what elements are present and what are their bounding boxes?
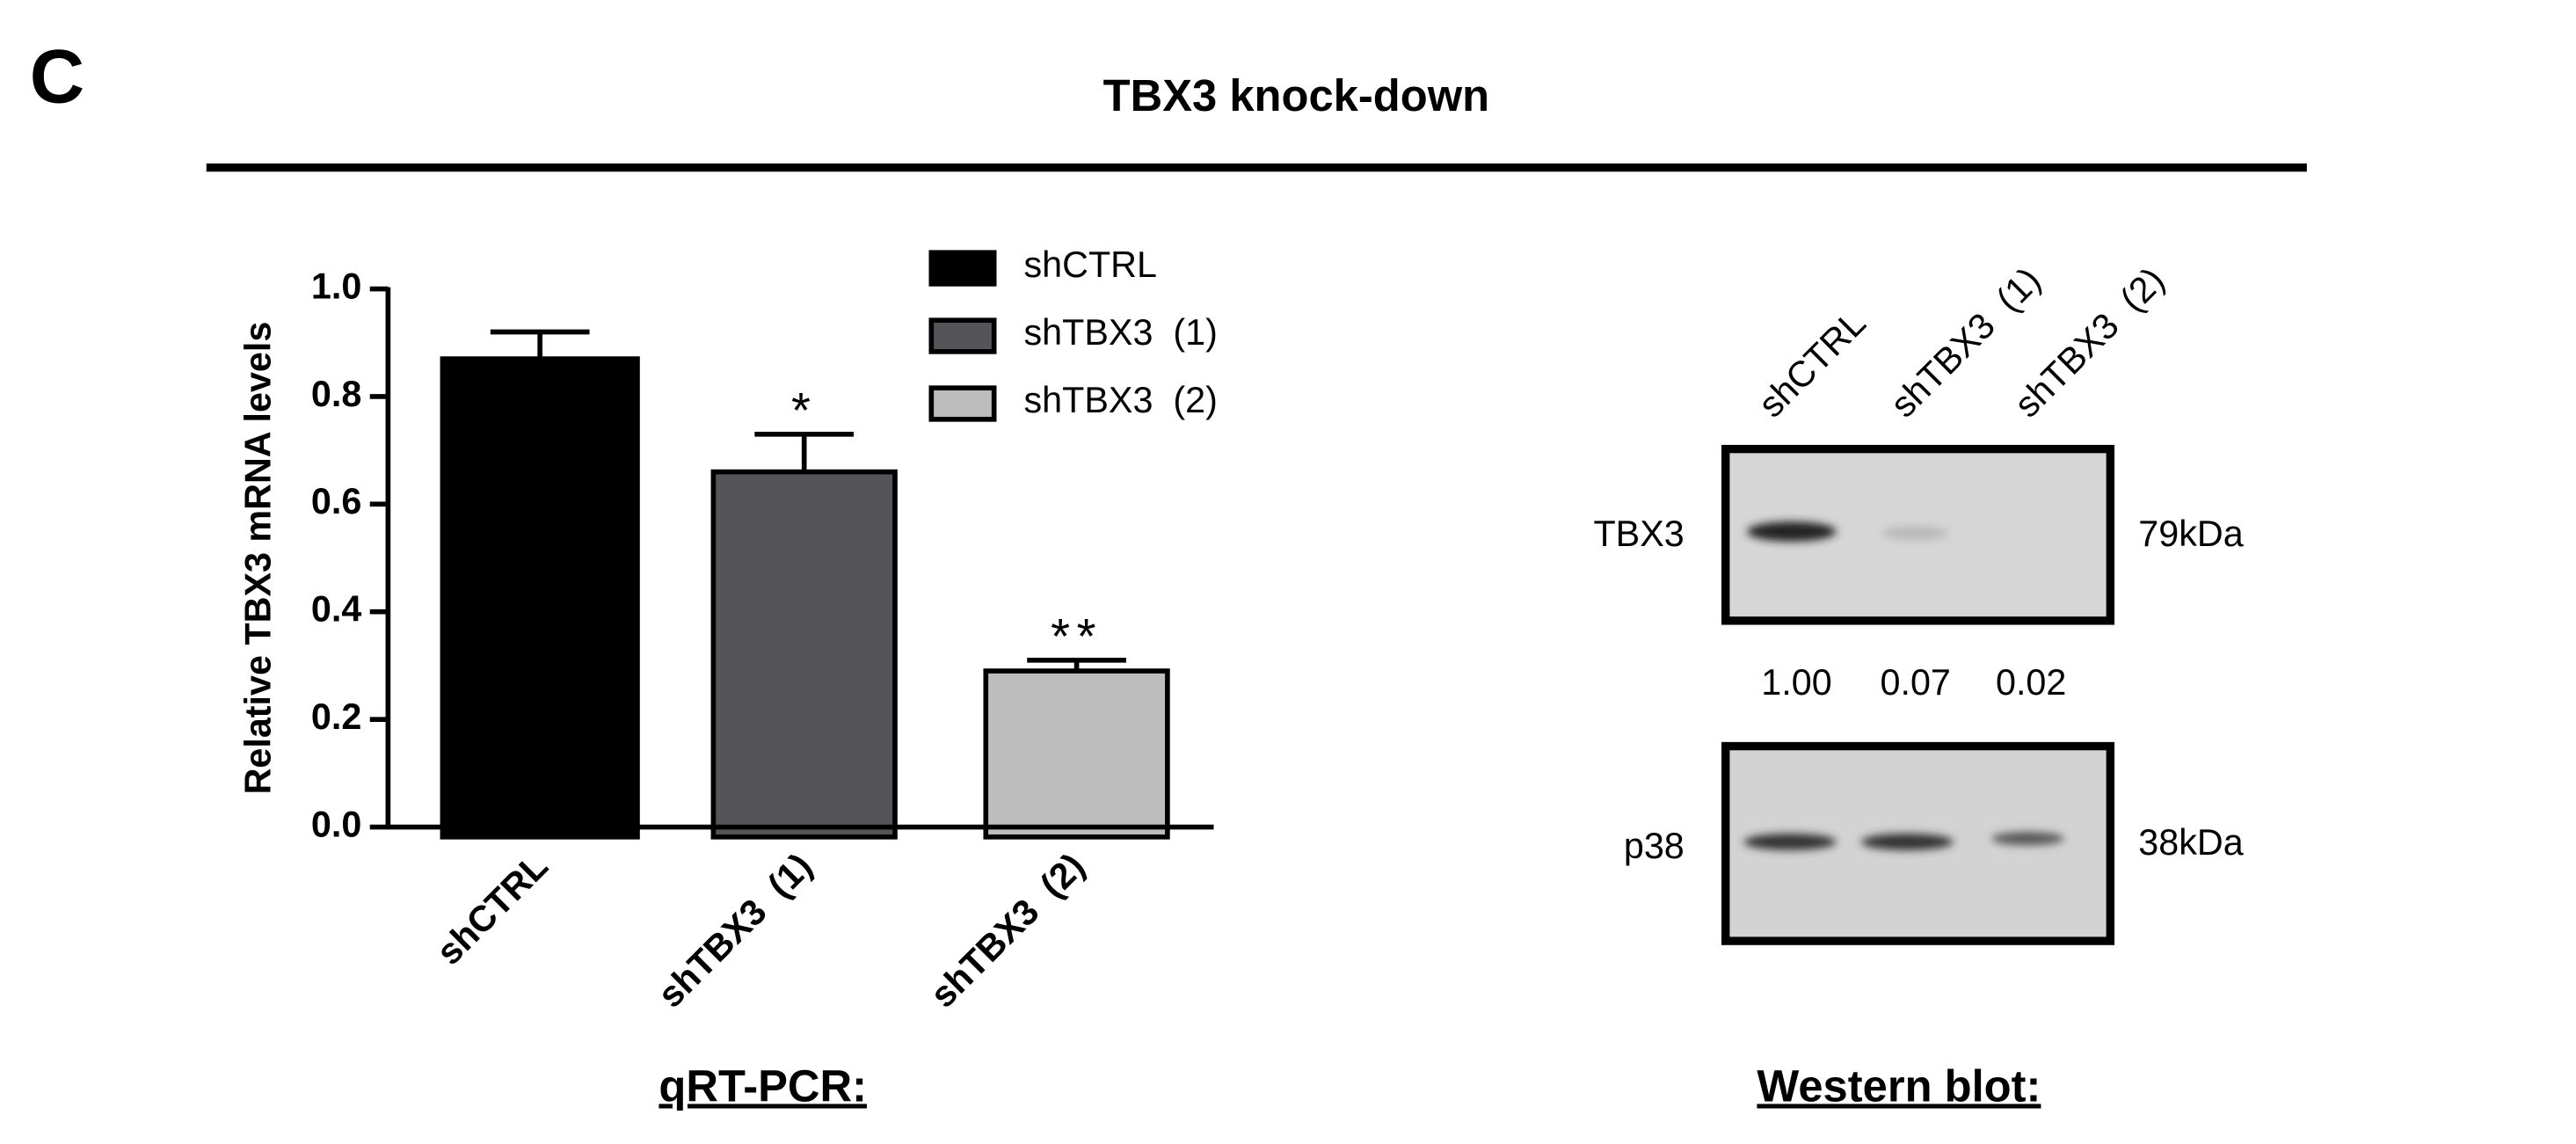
y-tick-label: 0.2 <box>311 696 361 737</box>
bar <box>710 469 898 840</box>
legend-swatch <box>928 385 997 422</box>
band <box>1743 834 1837 850</box>
quantification-label: 0.07 <box>1881 662 1951 703</box>
quantification-label: 1.00 <box>1761 662 1831 703</box>
blot-row-label: p38 <box>1624 826 1685 866</box>
panel-label: C <box>30 35 84 120</box>
blot-size-label: 38kDa <box>2138 822 2243 863</box>
legend-label: shTBX3 (2) <box>1023 380 1217 420</box>
legend-swatch <box>928 317 997 354</box>
y-tick-label: 0.0 <box>311 804 361 844</box>
legend-swatch <box>928 250 997 287</box>
band <box>1882 526 1949 540</box>
y-tick-label: 0.8 <box>311 374 361 414</box>
x-tick-label: shTBX3 (2) <box>922 846 1092 1016</box>
title-rule <box>206 163 2307 172</box>
legend-label: shTBX3 (1) <box>1023 312 1217 353</box>
significance-label: * <box>791 383 817 438</box>
blot-caption: Western blot: <box>1757 1060 2041 1111</box>
chart-caption: qRT-PCR: <box>659 1060 867 1111</box>
bar <box>983 668 1170 840</box>
y-tick-label: 0.4 <box>311 589 361 630</box>
band <box>1747 521 1837 542</box>
bar <box>440 356 640 840</box>
blot-size-label: 79kDa <box>2138 514 2243 554</box>
y-tick-label: 0.6 <box>311 481 361 521</box>
y-tick-label: 1.0 <box>311 266 361 306</box>
quantification-label: 0.02 <box>1996 662 2066 703</box>
x-tick-label: shCTRL <box>429 846 556 973</box>
band <box>1991 832 2064 846</box>
significance-label: ** <box>1051 608 1102 664</box>
x-tick-label: shTBX3 (1) <box>650 846 819 1016</box>
legend-label: shCTRL <box>1023 244 1157 285</box>
y-axis-label: Relative TBX3 mRNA levels <box>238 322 279 795</box>
figure-title: TBX3 knock-down <box>1103 70 1489 120</box>
band <box>1860 834 1954 850</box>
blot-row-label: TBX3 <box>1593 514 1684 554</box>
lane-label: shCTRL <box>1750 302 1874 426</box>
